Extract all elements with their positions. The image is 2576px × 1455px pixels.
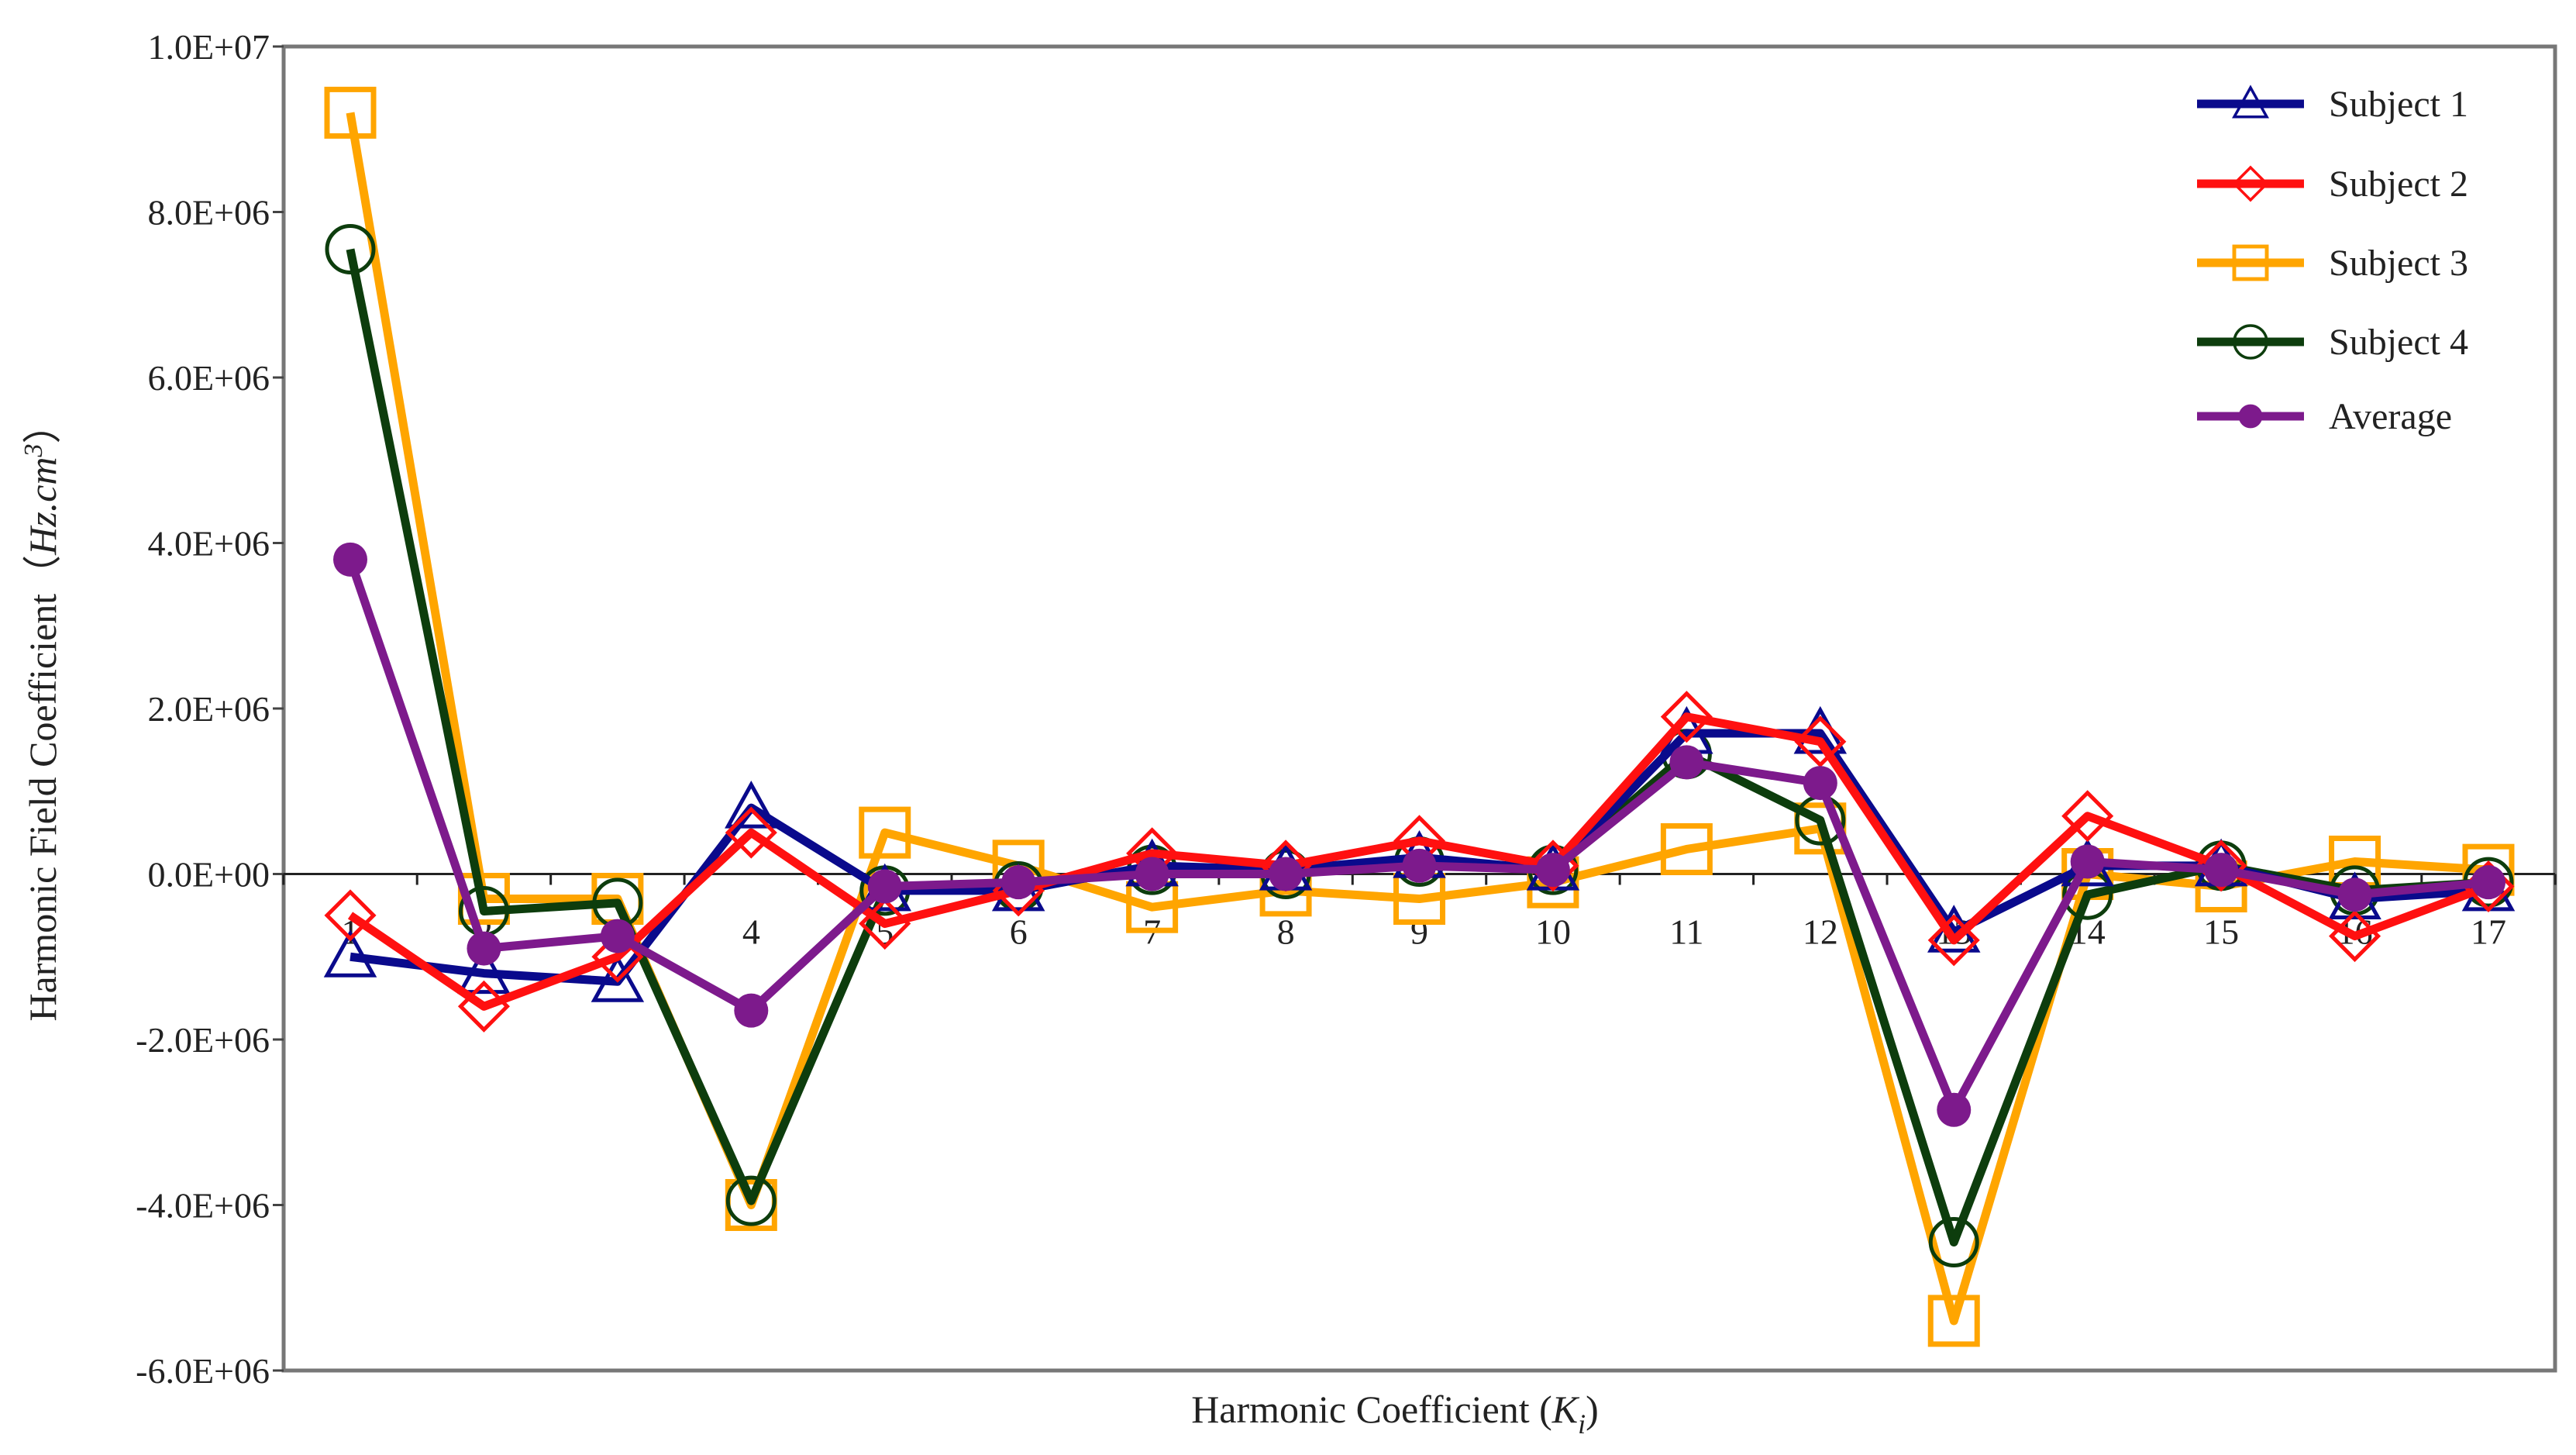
data-point <box>2204 853 2239 888</box>
data-point <box>725 1175 777 1226</box>
data-point <box>1535 853 1570 888</box>
y-axis: -6.0E+06 -4.0E+06 -2.0E+06 0.0E+00 2.0E+06 4.… <box>136 27 284 1391</box>
series-line <box>347 712 2490 1011</box>
data-point <box>457 980 510 1033</box>
x-tick-label: 9 <box>1410 912 1428 952</box>
plot-area <box>281 44 2557 1373</box>
legend-item: Subject 1 <box>2197 84 2468 125</box>
y-tick-label: -2.0E+06 <box>136 1020 270 1060</box>
data-point <box>323 929 377 977</box>
legend: Subject 1 Subject 2 Subject 3 Subject 4 Aver… <box>2197 84 2468 437</box>
data-point <box>1660 691 1713 743</box>
legend-label: Subject 3 <box>2329 243 2468 284</box>
legend-label: Subject 2 <box>2329 164 2468 205</box>
legend-marker-icon <box>2232 84 2269 119</box>
data-point <box>859 806 911 859</box>
x-tick-label: 12 <box>1803 912 1838 952</box>
legend-marker-icon <box>2232 244 2269 281</box>
data-point <box>2061 790 2114 843</box>
data-point <box>457 946 511 995</box>
x-tick-label: 11 <box>1669 912 1703 952</box>
legend-label: Average <box>2329 396 2452 437</box>
data-point <box>1927 1295 1980 1347</box>
data-point <box>2195 840 2247 892</box>
x-tick-label: 6 <box>1010 912 1028 952</box>
data-point <box>1660 822 1713 875</box>
y-tick-label: 8.0E+06 <box>147 193 270 233</box>
x-tick-label: 17 <box>2471 912 2506 952</box>
y-tick-label: 6.0E+06 <box>147 358 270 398</box>
data-point <box>1135 857 1169 891</box>
data-point <box>1269 857 1303 891</box>
data-point <box>467 931 501 966</box>
data-point <box>725 780 778 829</box>
data-point <box>1937 1092 1972 1127</box>
legend-marker-icon <box>2238 404 2263 429</box>
y-tick-label: 2.0E+06 <box>147 689 270 729</box>
y-tick-label: 1.0E+07 <box>147 27 270 67</box>
legend-item: Average <box>2197 396 2452 437</box>
data-point <box>1927 914 1980 967</box>
y-axis-label: Harmonic Field Coefficient（Hz.cm3） <box>19 405 64 1021</box>
data-point <box>1669 745 1704 780</box>
legend-label: Subject 4 <box>2329 322 2468 363</box>
legend-marker-icon <box>2233 324 2268 360</box>
legend-marker-icon <box>2232 165 2269 202</box>
y-tick-label: -4.0E+06 <box>136 1186 270 1226</box>
data-point <box>591 954 645 1002</box>
data-point <box>2471 865 2505 900</box>
data-point <box>867 869 902 904</box>
data-point <box>324 889 377 942</box>
data-point <box>859 898 911 950</box>
x-tick-label: 10 <box>1535 912 1571 952</box>
series-average <box>333 542 2505 1127</box>
data-point <box>1803 766 1837 801</box>
data-point <box>1928 1217 1979 1268</box>
x-axis-label: Harmonic Coefficient (Ki) <box>1191 1388 1599 1439</box>
data-point <box>1001 865 1036 900</box>
y-tick-label: -6.0E+06 <box>136 1351 270 1391</box>
data-point <box>2329 910 2381 963</box>
legend-item: Subject 3 <box>2197 243 2468 284</box>
data-point <box>2070 844 2105 879</box>
x-tick-label: 15 <box>2203 912 2239 952</box>
data-point <box>734 993 769 1028</box>
data-point <box>333 542 367 577</box>
legend-label: Subject 1 <box>2329 84 2468 125</box>
data-point <box>600 919 635 953</box>
legend-item: Subject 2 <box>2197 164 2468 205</box>
series-group <box>323 86 2516 1347</box>
data-point <box>324 86 377 139</box>
y-tick-label: 4.0E+06 <box>147 524 270 564</box>
data-point <box>1794 715 1847 768</box>
x-tick-label: 8 <box>1277 912 1295 952</box>
data-point <box>457 873 510 926</box>
data-point <box>725 806 777 859</box>
data-point <box>1402 848 1437 883</box>
data-point <box>325 224 376 275</box>
x-tick-label: 4 <box>742 912 760 952</box>
data-point <box>2337 877 2372 912</box>
legend-item: Subject 4 <box>2197 322 2468 363</box>
y-tick-label: 0.0E+00 <box>147 855 270 895</box>
